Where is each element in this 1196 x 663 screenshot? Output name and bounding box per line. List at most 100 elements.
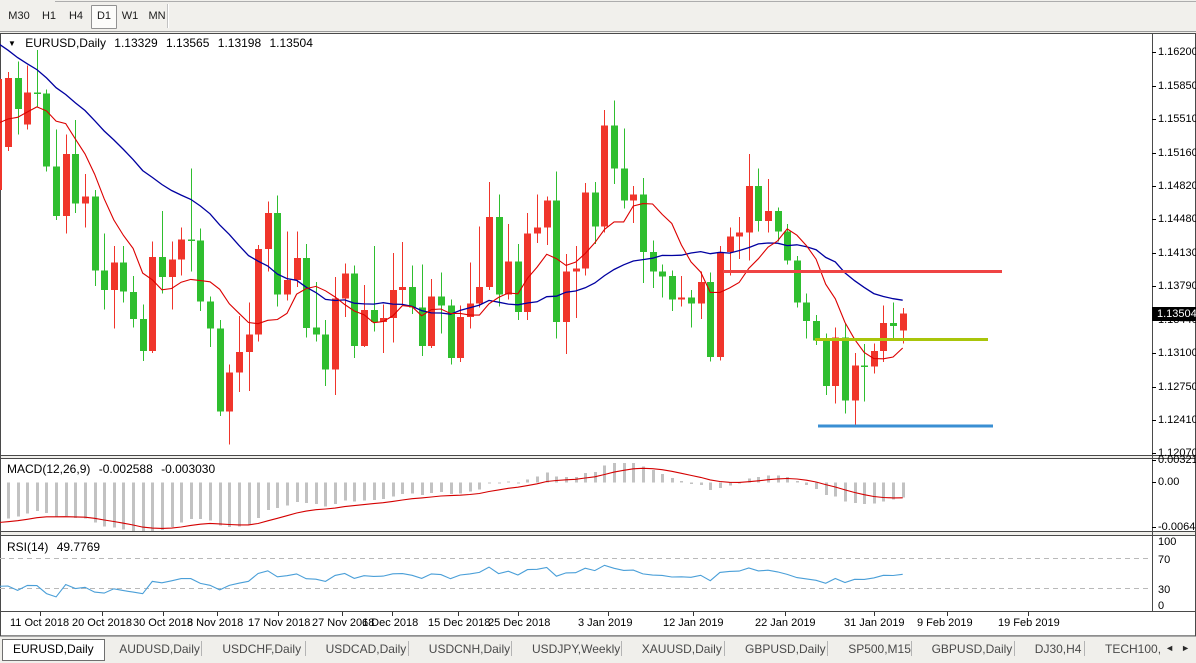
date-tick: [1028, 612, 1029, 616]
price-tick-label: 1.16200: [1158, 46, 1196, 58]
price-tick: [1152, 52, 1156, 53]
timeframe-mn-button[interactable]: MN: [148, 10, 166, 22]
toolbar-bottom-divider: [0, 31, 1196, 32]
date-tick: [392, 612, 393, 616]
macd-tick-label: 0.00: [1158, 476, 1180, 488]
date-tick: [342, 612, 343, 616]
date-label: 3 Jan 2019: [578, 617, 633, 629]
tab-gbpusd-daily[interactable]: GBPUSD,Daily: [745, 642, 826, 656]
main-macd-splitter[interactable]: [0, 455, 1196, 456]
date-label: 20 Oct 2018: [72, 617, 132, 629]
date-label: 17 Nov 2018: [248, 617, 311, 629]
chart-symbol-label: EURUSD,Daily: [25, 36, 106, 50]
chart-top-border: [0, 33, 1196, 34]
moving-average-layer: [0, 43, 904, 360]
chevron-down-icon[interactable]: ▼: [8, 39, 16, 48]
date-tick: [608, 612, 609, 616]
tab-scroll-right-icon[interactable]: ►: [1181, 643, 1190, 653]
ohlc-close: 1.13504: [269, 36, 313, 50]
price-tick: [1152, 353, 1156, 354]
tab-gbpusd-daily[interactable]: GBPUSD,Daily: [931, 642, 1013, 656]
price-tick: [1152, 286, 1156, 287]
rsi-layer: [0, 558, 1152, 598]
tab-dj30-h4[interactable]: DJ30,H4: [1034, 642, 1082, 656]
date-label: 12 Jan 2019: [663, 617, 724, 629]
macd-label: MACD(12,26,9) -0.002588 -0.003030: [7, 462, 215, 476]
price-tick-label: 1.14820: [1158, 180, 1196, 192]
tab-eurusd-daily[interactable]: EURUSD,Daily: [2, 639, 105, 661]
date-axis-strip: [0, 612, 1196, 635]
date-tick: [458, 612, 459, 616]
date-tick: [947, 612, 948, 616]
tab-usdjpy-weekly[interactable]: USDJPY,Weekly: [532, 642, 621, 656]
tab-divider: [304, 641, 306, 656]
timeframe-h1-button[interactable]: H1: [41, 10, 57, 22]
macd-tick-label: 0.003216: [1158, 454, 1196, 466]
tab-scroll-left-icon[interactable]: ◄: [1165, 643, 1174, 653]
price-tick-label: 1.15510: [1158, 113, 1196, 125]
rsi-value: 49.7769: [56, 540, 101, 554]
macd-value: -0.002588: [98, 462, 153, 476]
price-tick-label: 1.12750: [1158, 381, 1196, 393]
date-label: 15 Dec 2018: [428, 617, 491, 629]
rsi-tick-label: 70: [1158, 554, 1171, 566]
price-tick: [1152, 119, 1156, 120]
rsi-panel: [0, 536, 1196, 611]
timeframe-m30-button[interactable]: M30: [8, 10, 30, 22]
current-price-badge: 1.13504: [1152, 307, 1196, 321]
chart-canvas[interactable]: [0, 0, 1196, 612]
tab-divider: [827, 641, 829, 656]
timeframe-h4-button[interactable]: H4: [68, 10, 84, 22]
date-tick: [163, 612, 164, 616]
ohlc-open: 1.13329: [114, 36, 158, 50]
tab-tech100-[interactable]: TECH100,: [1105, 642, 1162, 656]
date-tick: [693, 612, 694, 616]
chart-tab-bar: ◄ ► EURUSD,Daily AUDUSD,Daily USDCHF,Daily…: [0, 636, 1196, 663]
toolbar-separator: [167, 4, 169, 28]
macd-title: MACD(12,26,9): [7, 462, 91, 476]
price-tick-label: 1.15160: [1158, 147, 1196, 159]
tab-usdchf-daily[interactable]: USDCHF,Daily: [222, 642, 302, 656]
chart-ohlc-header: ▼ EURUSD,Daily 1.13329 1.13565 1.13198 1…: [8, 36, 313, 50]
price-tick-label: 1.12070: [1158, 447, 1196, 459]
macd-histogram-layer: [7, 462, 905, 531]
rsi-title: RSI(14): [7, 540, 49, 554]
ohlc-low: 1.13198: [217, 36, 262, 50]
date-label: 19 Feb 2019: [998, 617, 1060, 629]
date-label: 9 Feb 2019: [917, 617, 973, 629]
rsi-tick-label: 100: [1158, 536, 1177, 548]
price-tick: [1152, 153, 1156, 154]
macd-tick: [1152, 527, 1156, 528]
tab-usdcad-daily[interactable]: USDCAD,Daily: [325, 642, 407, 656]
timeframe-w1-button[interactable]: W1: [121, 10, 139, 22]
tab-usdcnh-daily[interactable]: USDCNH,Daily: [428, 642, 511, 656]
timeframe-d1-button[interactable]: D1: [91, 5, 117, 29]
tab-sp500-m15[interactable]: SP500,M15: [848, 642, 911, 656]
price-tick: [1152, 86, 1156, 87]
date-strip-bottom-border: [0, 635, 1196, 636]
tab-divider: [201, 641, 203, 656]
macd-rsi-splitter-line2: [0, 535, 1196, 536]
tab-xauusd-daily[interactable]: XAUUSD,Daily: [641, 642, 722, 656]
price-tick-label: 1.15850: [1158, 80, 1196, 92]
toolbar-top-divider: [55, 1, 1196, 2]
price-tick-label: 1.13790: [1158, 280, 1196, 292]
price-tick-label: 1.13100: [1158, 347, 1196, 359]
macd-tick-label: -0.006485: [1158, 521, 1196, 533]
macd-rsi-splitter[interactable]: [0, 531, 1196, 532]
main-macd-splitter-line2: [0, 458, 1196, 459]
tab-divider: [1013, 641, 1015, 656]
ohlc-high: 1.13565: [166, 36, 210, 50]
tab-audusd-daily[interactable]: AUDUSD,Daily: [119, 642, 200, 656]
tab-divider: [407, 641, 409, 656]
tab-divider: [724, 641, 725, 656]
chart-left-border: [0, 33, 1, 636]
date-tick: [278, 612, 279, 616]
tab-divider: [620, 641, 622, 656]
rsi-tick-label: 30: [1158, 584, 1171, 596]
tab-divider: [910, 641, 912, 656]
date-label: 11 Oct 2018: [10, 617, 70, 629]
price-tick: [1152, 186, 1156, 187]
date-tick: [40, 612, 41, 616]
date-tick: [102, 612, 103, 616]
